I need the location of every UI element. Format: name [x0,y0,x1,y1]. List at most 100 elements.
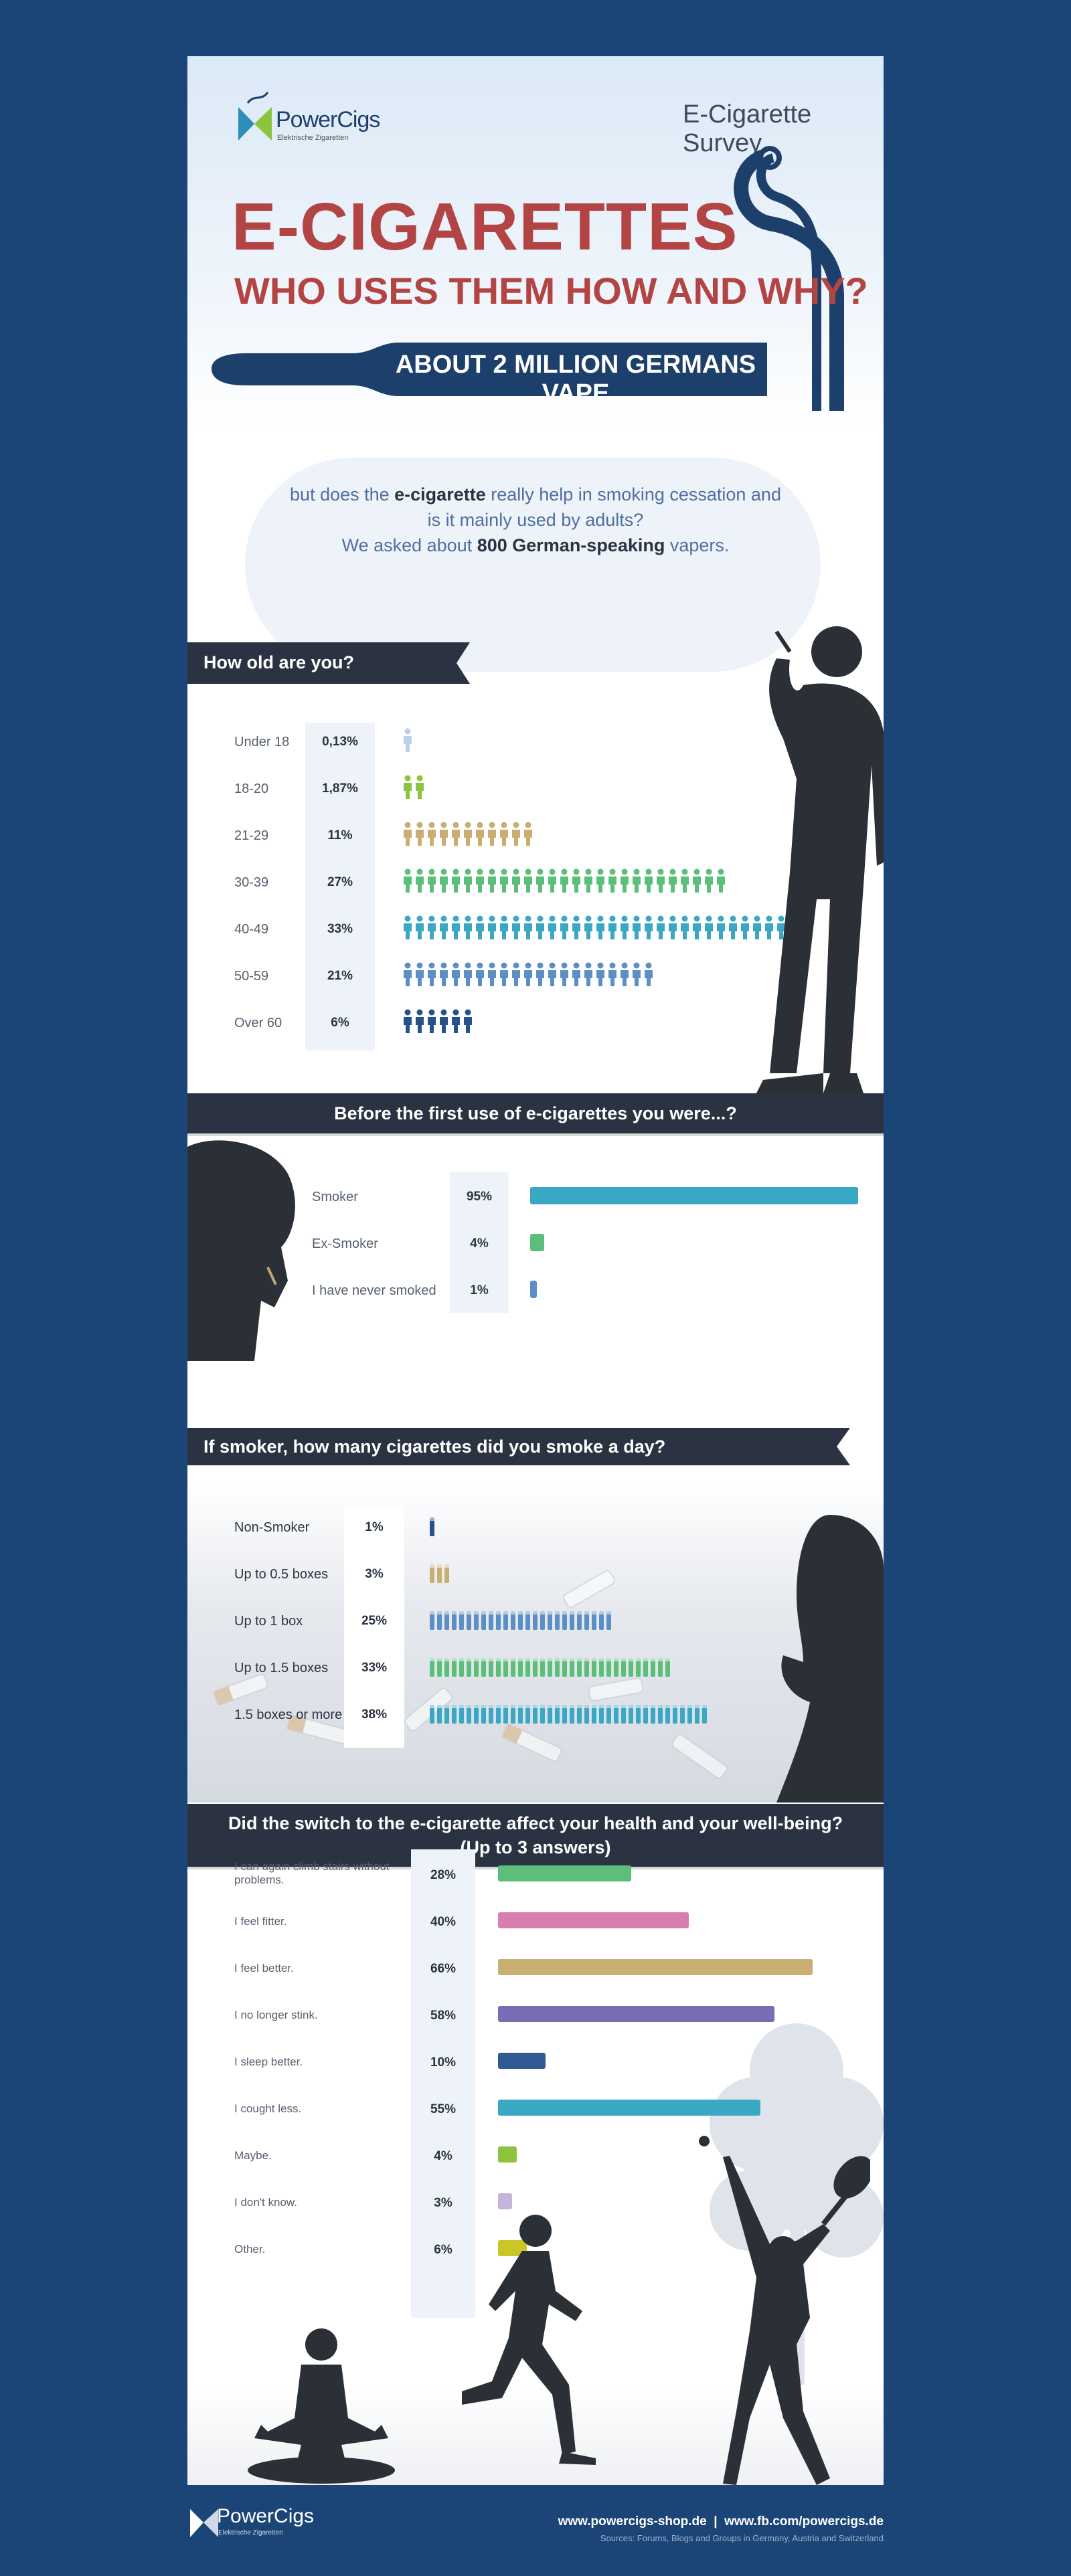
person-icon [404,728,412,752]
cigarettes-row-label: Up to 1.5 boxes [234,1661,329,1675]
cigarettes-row-label: Up to 0.5 boxes [234,1567,329,1582]
intro-line-2: is it mainly used by adults? [427,510,644,530]
person-icon [428,868,436,893]
person-icon [548,962,556,986]
intro-cloud [245,458,821,672]
age-icon-row [403,1009,475,1033]
cigarette-icon [437,1564,442,1583]
person-icon [416,868,424,893]
logo-mark-icon [238,92,272,141]
person-icon [440,868,448,893]
person-icon [476,868,484,893]
cigarette-icon [643,1705,648,1724]
cigarette-icon [687,1705,692,1724]
health-chart: I can again climb stairs without problem… [187,56,884,2331]
person-icon [428,962,436,986]
cigarette-icon [444,1611,449,1630]
intro-line-3: We asked about 800 German-speaking vaper… [341,535,730,555]
cigarette-icon [680,1705,685,1724]
age-row-value: 21% [327,969,353,983]
cigarette-icon [489,1705,493,1724]
age-row-label: Over 60 [234,1016,282,1030]
person-icon [536,915,544,939]
person-icon [464,868,472,893]
person-icon [777,915,785,939]
age-chart: Under 18 0,13% 18-20 1,87% 21-29 11% 30-39 27% 4… [187,56,884,1127]
person-icon [416,1009,424,1033]
survey-label: E-Cigarette Survey [683,100,812,157]
person-icon [741,915,749,939]
cigarette-icon [636,1658,641,1677]
person-icon [608,868,616,893]
cigarettes-banner-shape [187,1428,850,1465]
cigarette-icon [437,1705,442,1724]
cigarette-icon [621,1705,626,1724]
cigarettes-section-title: If smoker, how many cigarettes did you s… [203,1437,666,1457]
person-icon [669,915,677,939]
cigarette-icon [548,1611,552,1630]
health-bar [498,1865,632,1881]
cigarette-icon [503,1611,508,1630]
cigarette-icon [584,1705,589,1724]
age-row-label: Under 18 [234,735,290,749]
age-pct-column [305,723,375,1050]
logo-name: PowerCigs [276,107,380,132]
footer-logo-mark-icon [190,2509,218,2537]
person-icon [608,915,616,939]
pipe-swirl-icon [734,146,844,411]
person-icon [452,915,460,939]
cigarette-icon [511,1611,515,1630]
health-section-title: Did the switch to the e-cigarette affect… [228,1813,843,1833]
person-icon [765,915,773,939]
health-bar [498,2100,760,2116]
cigarette-icon [496,1611,501,1630]
footer-links[interactable]: www.powercigs-shop.de | www.fb.com/power… [558,2514,884,2528]
cigarette-icon [511,1658,515,1677]
cigarette-icon [555,1611,560,1630]
cigarettes-row-label: Non-Smoker [234,1520,310,1535]
age-row-label: 21-29 [234,828,269,843]
cigarette-icon [540,1705,545,1724]
cigarette-icon [614,1705,619,1724]
person-icon [500,962,508,986]
health-bar [498,1959,813,1975]
person-icon [584,915,592,939]
cigarette-icon [540,1611,545,1630]
health-row-value: 6% [434,2243,452,2257]
person-icon [657,868,665,893]
person-icon [464,822,472,846]
cigarette-icon [570,1611,574,1630]
runner-silhouette [462,2215,596,2465]
person-icon [729,915,737,939]
person-icon [524,915,532,939]
person-icon [633,962,641,986]
cigarettes-icon-row [430,1517,437,1536]
health-row-label: I feel better. [234,1962,294,1974]
person-icon [464,1009,472,1033]
cigarette-icon [525,1658,530,1677]
before-banner: Before the first use of e-cigarettes you… [187,1093,884,1133]
powercigs-logo: PowerCigs Elektrische Zigaretten [234,87,395,147]
cigarette-icon [548,1705,552,1724]
person-icon [705,868,713,893]
cigarette-icon [452,1611,457,1630]
person-icon [512,962,520,986]
cigarette-icon [518,1705,523,1724]
person-icon [440,915,448,939]
health-row-label: I sleep better. [234,2055,303,2068]
age-icon-row [403,775,427,799]
cigarette-icon [518,1611,523,1630]
before-row-value: 95% [466,1190,493,1204]
person-icon [428,822,436,846]
age-banner-shape [187,642,470,684]
health-bar [498,2146,517,2163]
cigarette-icon [452,1658,457,1677]
person-icon [404,868,412,893]
age-row-value: 27% [327,875,353,889]
cigarette-icon [430,1705,434,1724]
person-icon [488,915,496,939]
cigarette-icon [467,1705,471,1724]
cigarettes-row-value: 3% [365,1567,384,1581]
cigarettes-row-value: 1% [365,1520,384,1534]
cigarette-icon [577,1611,582,1630]
